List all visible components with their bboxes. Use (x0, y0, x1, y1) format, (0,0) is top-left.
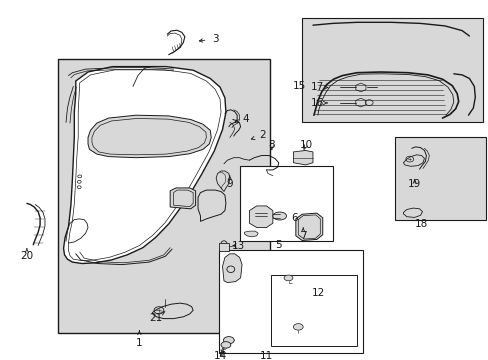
Text: 12: 12 (311, 288, 325, 298)
Text: 4: 4 (235, 114, 248, 124)
Text: 17: 17 (310, 82, 327, 93)
Text: 2: 2 (251, 130, 265, 140)
Text: 10: 10 (299, 140, 312, 150)
Polygon shape (293, 150, 312, 165)
Text: 15: 15 (292, 81, 305, 91)
Bar (219, 243, 228, 251)
Text: 3: 3 (199, 34, 218, 44)
Polygon shape (152, 303, 193, 319)
Polygon shape (403, 155, 424, 166)
Text: 1: 1 (136, 331, 142, 348)
Text: 18: 18 (414, 219, 427, 229)
Bar (271, 275, 356, 346)
Polygon shape (198, 190, 225, 221)
Text: 13: 13 (231, 240, 245, 251)
Ellipse shape (223, 337, 234, 344)
Polygon shape (88, 115, 211, 158)
Text: 16: 16 (310, 98, 326, 108)
Text: 9: 9 (226, 176, 233, 189)
Polygon shape (249, 206, 272, 228)
Polygon shape (295, 213, 322, 240)
Bar (302, 18, 482, 122)
Text: 19: 19 (407, 179, 421, 189)
Polygon shape (216, 171, 229, 192)
Ellipse shape (221, 342, 230, 348)
Text: 7: 7 (299, 228, 306, 241)
Text: 11: 11 (259, 351, 273, 360)
Text: 21: 21 (148, 312, 164, 323)
Polygon shape (403, 208, 422, 217)
Ellipse shape (293, 324, 303, 330)
Text: 5: 5 (275, 240, 282, 250)
Bar (219, 250, 363, 353)
Text: 14: 14 (213, 351, 226, 360)
Polygon shape (244, 231, 258, 237)
Text: 8: 8 (268, 140, 275, 150)
Text: 6: 6 (290, 213, 297, 223)
Bar (239, 166, 332, 241)
Text: 20: 20 (20, 248, 33, 261)
Polygon shape (170, 188, 195, 209)
Ellipse shape (284, 275, 292, 281)
Polygon shape (63, 67, 225, 264)
Ellipse shape (272, 212, 286, 220)
Bar (58, 59, 270, 333)
Bar (394, 137, 485, 220)
Polygon shape (222, 254, 242, 283)
